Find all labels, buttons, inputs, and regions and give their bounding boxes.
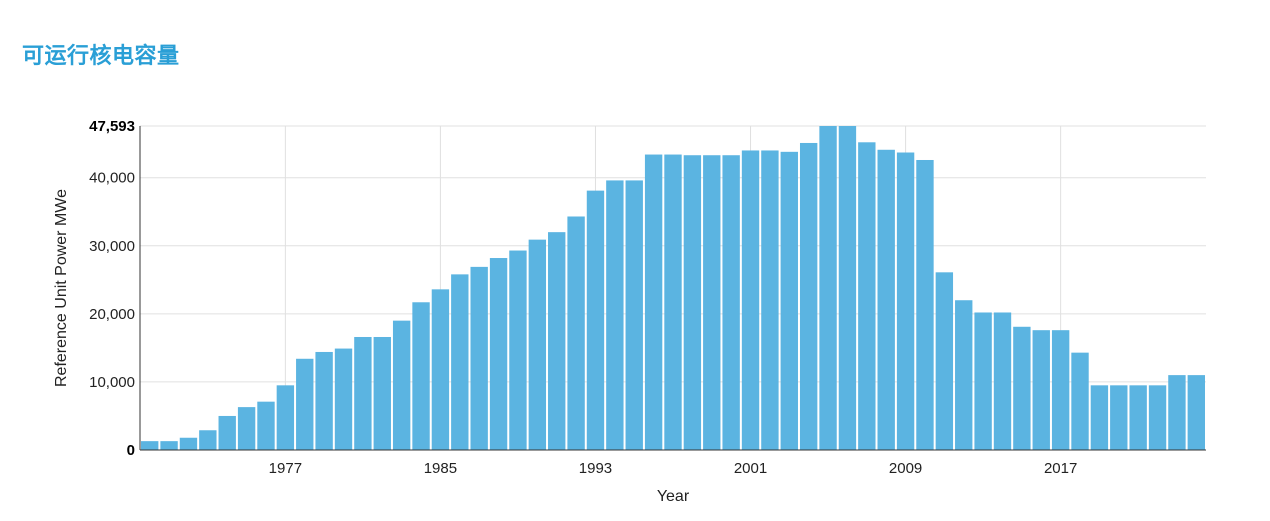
bar-1974[interactable] <box>218 415 236 450</box>
bar-1973[interactable] <box>199 430 217 450</box>
bar-2010[interactable] <box>916 159 934 450</box>
bar-1976[interactable] <box>257 401 275 450</box>
bar-2005[interactable] <box>819 126 837 450</box>
bar-2006[interactable] <box>838 126 857 450</box>
bar-1987[interactable] <box>470 266 488 450</box>
x-tick-label: 2009 <box>889 460 922 477</box>
bar-2002[interactable] <box>761 150 779 451</box>
y-axis-title: Reference Unit Power MWe <box>53 189 70 387</box>
bar-1978[interactable] <box>296 358 314 450</box>
bar-1995[interactable] <box>625 180 643 451</box>
bar-2017[interactable] <box>1051 330 1070 450</box>
bar-1972[interactable] <box>179 437 198 450</box>
axes: 0 10,000 20,000 30,000 40,000 47,593 1977 1985 1… <box>89 118 1206 477</box>
x-tick-label: 1993 <box>579 460 612 477</box>
bar-1999[interactable] <box>703 155 721 450</box>
bar-1981[interactable] <box>354 336 372 450</box>
bar-1985[interactable] <box>431 289 450 450</box>
bar-1977[interactable] <box>276 385 295 450</box>
y-tick-label: 47,593 <box>89 118 135 135</box>
bar-1998[interactable] <box>683 155 702 450</box>
bar-1986[interactable] <box>451 274 469 450</box>
bar-2014[interactable] <box>993 312 1012 450</box>
bar-2007[interactable] <box>858 142 876 450</box>
bar-1980[interactable] <box>334 348 353 450</box>
bar-1997[interactable] <box>664 154 682 450</box>
bar-2020[interactable] <box>1110 385 1128 450</box>
bar-1979[interactable] <box>315 351 333 450</box>
bar-1993[interactable] <box>586 190 605 450</box>
bar-2003[interactable] <box>780 151 798 450</box>
bar-2024[interactable] <box>1187 375 1205 450</box>
y-tick-label: 30,000 <box>89 238 135 255</box>
bar-2011[interactable] <box>935 272 954 450</box>
x-tick-label: 1985 <box>424 460 457 477</box>
y-tick-label: 0 <box>127 442 135 459</box>
bar-1994[interactable] <box>606 180 624 451</box>
bar-1971[interactable] <box>160 441 178 450</box>
bar-1991[interactable] <box>548 232 566 450</box>
bar-2008[interactable] <box>877 149 895 451</box>
bar-1984[interactable] <box>412 302 430 450</box>
y-tick-label: 40,000 <box>89 170 135 187</box>
bar-2000[interactable] <box>722 155 740 450</box>
page-title: 可运行核电容量 <box>22 44 180 69</box>
bar-2012[interactable] <box>955 300 973 450</box>
bar-1990[interactable] <box>528 239 547 450</box>
bars <box>141 126 1205 451</box>
bar-1989[interactable] <box>509 250 527 450</box>
bar-2021[interactable] <box>1129 385 1147 450</box>
x-tick-label: 2001 <box>734 460 767 477</box>
bar-2009[interactable] <box>896 152 915 450</box>
bar-2004[interactable] <box>799 142 818 450</box>
bar-1982[interactable] <box>373 336 391 450</box>
bar-1996[interactable] <box>644 154 663 450</box>
bar-2019[interactable] <box>1090 385 1109 450</box>
y-tick-label: 10,000 <box>89 374 135 391</box>
bar-1970[interactable] <box>141 441 159 450</box>
bar-1992[interactable] <box>567 216 585 450</box>
bar-2022[interactable] <box>1148 385 1167 450</box>
y-tick-label: 20,000 <box>89 306 135 323</box>
bar-1975[interactable] <box>237 407 256 450</box>
bar-2015[interactable] <box>1013 326 1031 450</box>
bar-2023[interactable] <box>1168 375 1186 450</box>
x-tick-label: 1977 <box>269 460 302 477</box>
bar-2016[interactable] <box>1032 330 1050 450</box>
bar-1988[interactable] <box>489 258 508 450</box>
bar-2018[interactable] <box>1071 352 1089 450</box>
bar-1983[interactable] <box>392 320 411 450</box>
bar-2001[interactable] <box>741 150 760 451</box>
x-axis-title: Year <box>657 488 690 505</box>
bar-2013[interactable] <box>974 312 992 450</box>
x-tick-label: 2017 <box>1044 460 1077 477</box>
